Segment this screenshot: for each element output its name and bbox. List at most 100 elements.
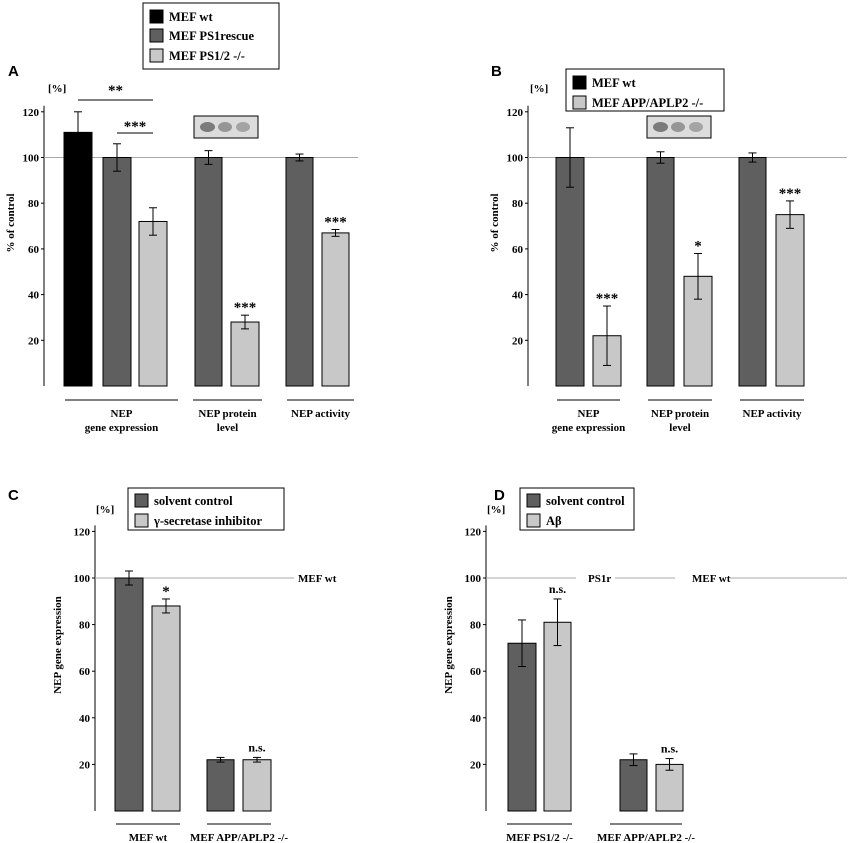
blot-band	[671, 122, 685, 132]
legend: solvent control Aβ	[519, 487, 635, 531]
bar	[63, 131, 93, 387]
western-blot-image	[193, 115, 259, 139]
bar	[555, 157, 585, 387]
y-tick-label: 100	[507, 153, 524, 165]
bar	[242, 759, 272, 812]
legend-swatch	[134, 513, 149, 528]
legend-label: γ-secretase inhibitor	[153, 514, 262, 528]
legend: MEF wt MEF APP/APLP2 -/-	[565, 68, 725, 112]
bar	[194, 157, 223, 387]
y-tick-label: 40	[28, 290, 40, 302]
y-tick-label: 80	[512, 198, 524, 210]
legend: MEF wt MEF PS1rescue MEF PS1/2 -/-	[142, 2, 280, 70]
reference-label: PS1r	[588, 573, 611, 585]
category-label: MEF PS1/2 -/-	[506, 832, 573, 843]
y-tick-label: 80	[470, 620, 482, 632]
y-tick-label: 40	[79, 713, 91, 725]
bar	[102, 157, 132, 387]
category-label: MEF wt	[129, 832, 168, 843]
y-tick-label: 80	[28, 198, 40, 210]
category-label: level	[669, 422, 690, 434]
blot-band	[689, 122, 703, 132]
y-tick-label: 20	[512, 335, 524, 347]
y-tick-label: 60	[79, 666, 91, 678]
blot-band	[653, 122, 668, 132]
legend-box	[565, 68, 725, 112]
y-tick-label: 80	[79, 620, 91, 632]
bar	[114, 577, 144, 812]
bar	[285, 157, 314, 387]
significance-label: *	[694, 238, 702, 254]
reference-label: MEF wt	[298, 573, 337, 585]
y-unit-label: [%]	[487, 504, 505, 516]
bar	[646, 157, 675, 387]
bar	[543, 621, 572, 812]
panel-letter: C	[8, 487, 19, 504]
category-label: MEF APP/APLP2 -/-	[597, 832, 695, 843]
y-axis-label: % of control	[489, 193, 501, 252]
significance-label: ***	[779, 186, 802, 202]
panel-letter: B	[491, 63, 502, 80]
category-label: NEP protein	[198, 408, 256, 420]
y-tick-label: 60	[512, 244, 524, 256]
bar	[138, 220, 168, 387]
y-tick-label: 100	[465, 573, 482, 585]
y-tick-label: 60	[28, 244, 40, 256]
y-tick-label: 120	[507, 107, 524, 119]
legend-label: MEF PS1/2 -/-	[169, 49, 245, 63]
blot-band	[236, 122, 250, 132]
legend-swatch	[572, 95, 587, 110]
significance-label: *	[162, 584, 170, 600]
western-blot-image	[646, 115, 712, 139]
bar	[321, 232, 350, 387]
legend-swatch	[526, 513, 541, 528]
category-label: MEF APP/APLP2 -/-	[190, 832, 288, 843]
significance-label: n.s.	[549, 582, 566, 596]
y-tick-label: 120	[74, 526, 91, 538]
y-axis-label: % of control	[5, 193, 17, 252]
legend: solvent control γ-secretase inhibitor	[127, 487, 285, 531]
legend-swatch	[526, 493, 541, 508]
y-axis-label: NEP gene expression	[52, 596, 64, 694]
significance-label: n.s.	[248, 740, 265, 754]
y-axis-label: NEP gene expression	[443, 596, 455, 694]
blot-band	[200, 122, 215, 132]
legend-swatch	[134, 493, 149, 508]
legend-label: MEF PS1rescue	[169, 29, 255, 43]
legend-swatch	[149, 28, 164, 43]
significance-label: ***	[124, 119, 147, 135]
panel-letter: A	[8, 63, 19, 80]
y-tick-label: 40	[512, 290, 524, 302]
category-label: NEP protein	[651, 408, 709, 420]
significance-label: ***	[324, 214, 347, 230]
bar	[230, 321, 260, 387]
y-tick-label: 60	[470, 666, 482, 678]
reference-label: MEF wt	[692, 573, 731, 585]
legend-swatch	[149, 9, 164, 24]
y-unit-label: [%]	[48, 83, 66, 95]
bar	[206, 759, 235, 812]
category-label: gene expression	[552, 422, 625, 434]
bar	[775, 214, 805, 387]
y-tick-label: 20	[79, 759, 91, 771]
legend-swatch	[572, 75, 587, 90]
significance-label: ***	[596, 291, 619, 307]
y-unit-label: [%]	[530, 83, 548, 95]
bar	[655, 763, 684, 812]
legend-label: solvent control	[546, 494, 625, 508]
y-tick-label: 120	[465, 526, 482, 538]
legend-label: MEF wt	[169, 10, 213, 24]
y-tick-label: 120	[23, 107, 40, 119]
legend-label: MEF APP/APLP2 -/-	[592, 96, 703, 110]
y-unit-label: [%]	[96, 504, 114, 516]
bar	[507, 642, 537, 812]
bar	[619, 759, 648, 812]
legend-box	[142, 2, 280, 70]
category-label: level	[217, 422, 238, 434]
bar	[738, 157, 767, 387]
significance-label: **	[108, 83, 123, 99]
legend-label: Aβ	[546, 514, 562, 528]
significance-label: ***	[234, 300, 257, 316]
category-label: NEP activity	[291, 408, 350, 420]
panel-letter: D	[494, 487, 505, 504]
